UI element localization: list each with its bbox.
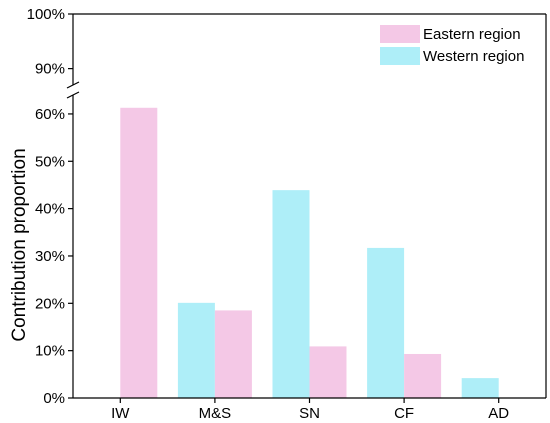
y-tick-label: 90% xyxy=(35,61,65,78)
legend-swatch xyxy=(380,47,420,65)
y-tick-label: 60% xyxy=(35,106,65,123)
legend-label: Eastern region xyxy=(423,26,521,43)
legend: Eastern region Western region xyxy=(380,25,524,65)
x-tick-label: SN xyxy=(299,405,320,422)
x-tick-label: M&S xyxy=(199,405,232,422)
y-tick-label: 10% xyxy=(35,343,65,360)
bar-eastern-region-cf xyxy=(404,353,442,398)
y-axis-title: Contribution proportion xyxy=(9,148,30,341)
legend-swatch xyxy=(380,25,420,43)
legend-label: Western region xyxy=(423,48,524,65)
x-tick-label: IW xyxy=(111,405,130,422)
bar-western-region-ad xyxy=(461,378,499,398)
bar-western-region-cf xyxy=(367,247,405,398)
bar-eastern-region-ms xyxy=(214,310,252,398)
bars-layer xyxy=(120,107,499,399)
y-tick-label: 30% xyxy=(35,248,65,265)
y-tick-label: 0% xyxy=(43,390,65,407)
axis-break-mark-upper xyxy=(66,81,80,89)
y-tick-label: 50% xyxy=(35,153,65,170)
x-tick-label: AD xyxy=(488,405,509,422)
bar-eastern-region-sn xyxy=(309,346,347,398)
x-tick-label: CF xyxy=(394,405,414,422)
bar-western-region-ms xyxy=(177,302,215,398)
y-tick-label: 100% xyxy=(27,6,65,23)
axis-break-mark-lower xyxy=(66,91,80,99)
y-tick-label: 40% xyxy=(35,201,65,218)
axes-layer: 0% 10% 20% 30% 40% 50% 60% 90% 100% IW M&S SN CF AD xyxy=(27,6,547,422)
y-tick-label: 20% xyxy=(35,295,65,312)
bar-eastern-region-iw xyxy=(120,107,158,399)
bar-western-region-sn xyxy=(272,190,310,398)
